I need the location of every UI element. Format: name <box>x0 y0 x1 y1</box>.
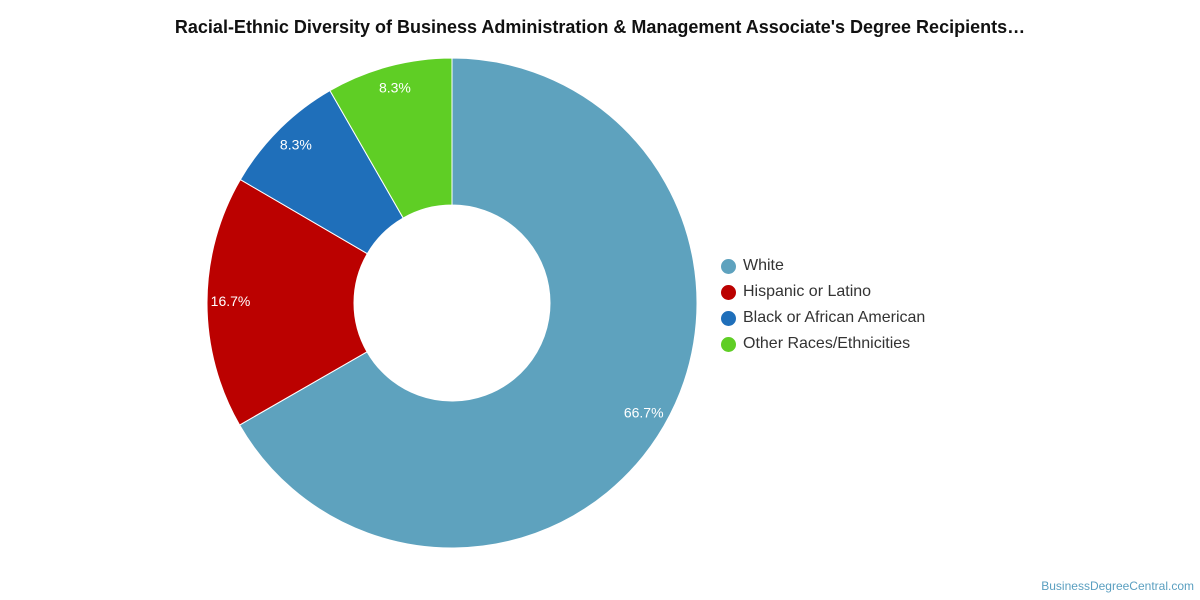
legend-swatch <box>721 258 736 274</box>
data-label-hispanic-or-latino: 16.7% <box>211 293 251 309</box>
legend-swatch <box>721 284 736 300</box>
legend-item-other-races-ethnicities[interactable]: Other Races/Ethnicities <box>721 331 925 357</box>
data-label-black-or-african-american: 8.3% <box>280 137 312 153</box>
source-credit-link[interactable]: BusinessDegreeCentral.com <box>1041 579 1194 593</box>
legend-swatch <box>721 310 736 326</box>
chart-title: Racial-Ethnic Diversity of Business Admi… <box>174 17 1026 37</box>
legend-swatch <box>721 336 736 352</box>
slice-white[interactable] <box>238 57 698 549</box>
legend-label: Black or African American <box>743 309 926 326</box>
slice-other-races-ethnicities[interactable] <box>329 57 453 219</box>
legend-label: White <box>743 257 784 274</box>
data-label-white: 66.7% <box>624 405 664 421</box>
legend-item-black-or-african-american[interactable]: Black or African American <box>721 305 925 331</box>
legend-item-hispanic-or-latino[interactable]: Hispanic or Latino <box>721 279 925 305</box>
legend-label: Other Races/Ethnicities <box>743 335 911 352</box>
chart-legend: White Hispanic or Latino Black or African … <box>721 253 925 357</box>
legend-item-white[interactable]: White <box>721 253 925 279</box>
data-label-other-races-ethnicities: 8.3% <box>379 80 411 96</box>
legend-label: Hispanic or Latino <box>743 283 872 300</box>
slice-hispanic-or-latino[interactable] <box>206 178 369 426</box>
